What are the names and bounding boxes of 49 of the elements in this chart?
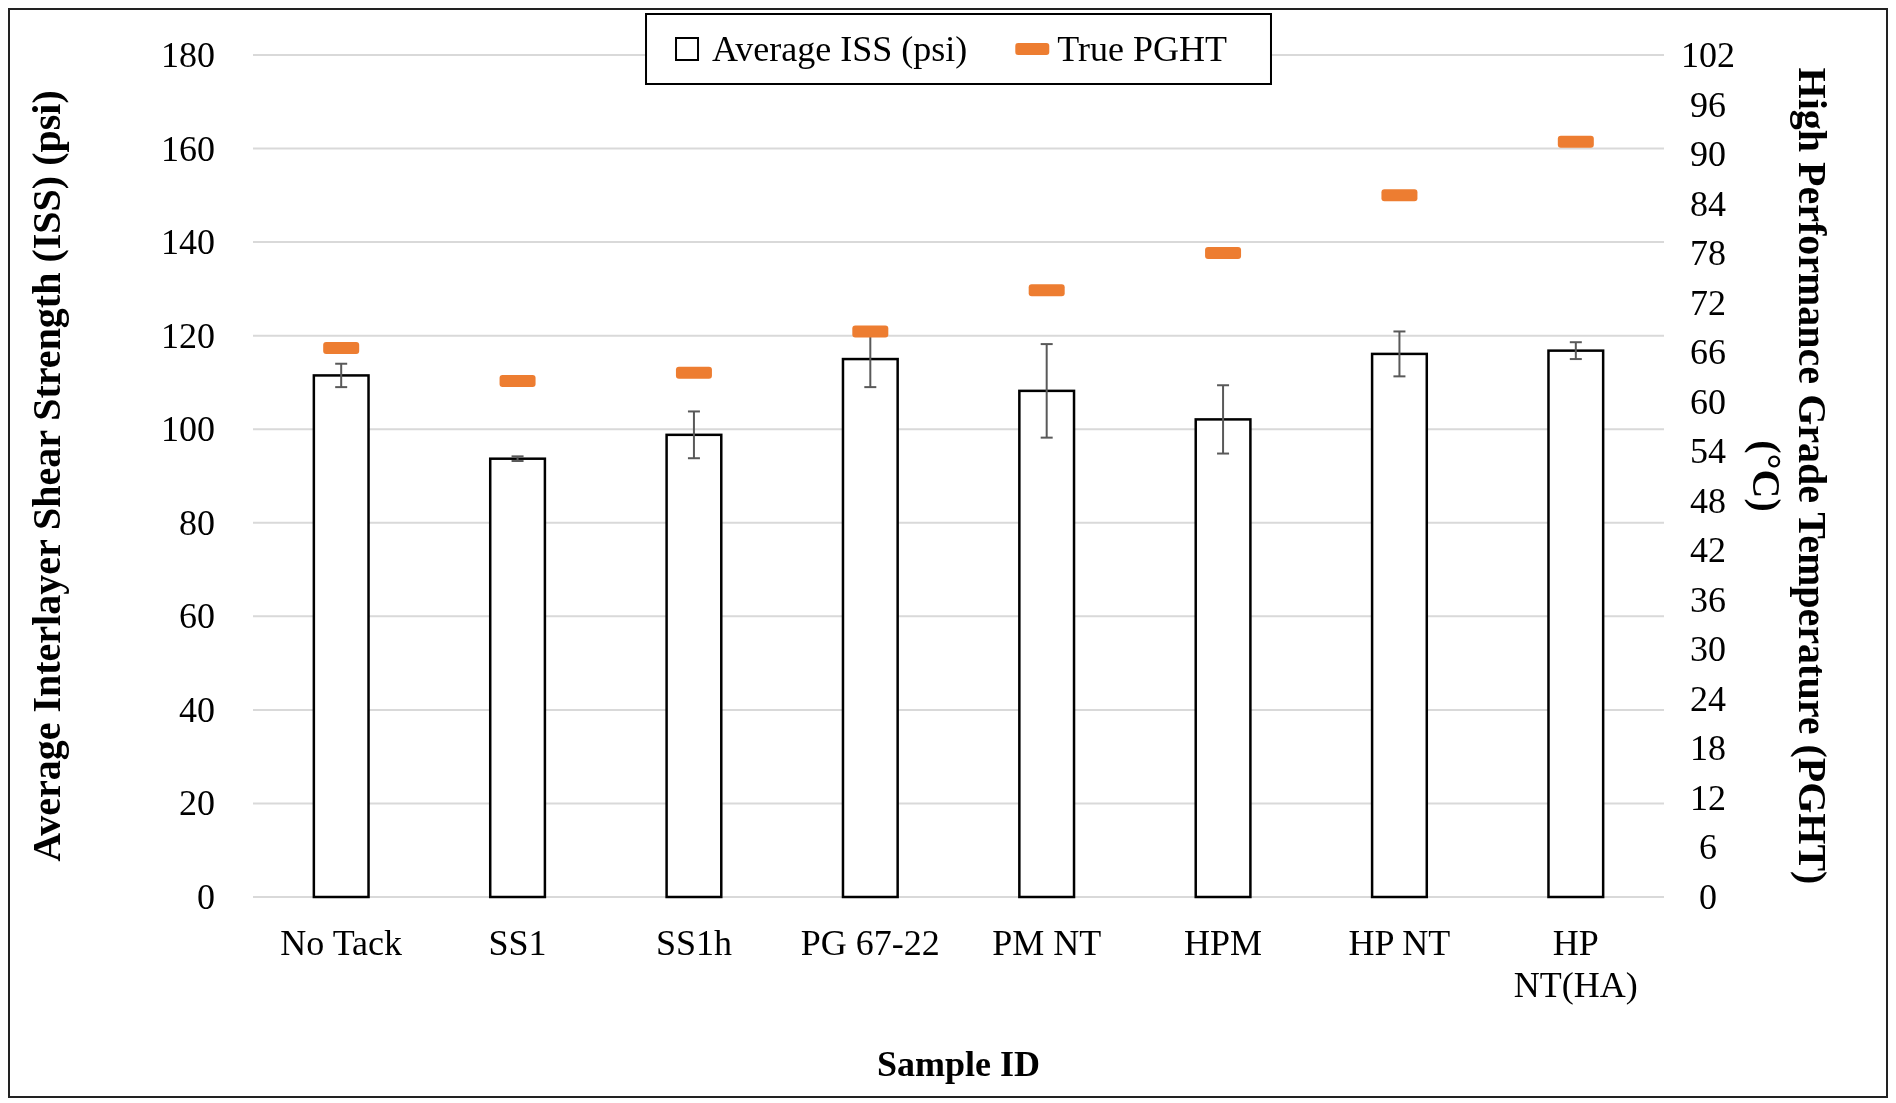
y2-tick-label: 66 xyxy=(1690,332,1726,373)
y2-tick-label: 78 xyxy=(1690,233,1726,274)
bar xyxy=(488,457,547,899)
bar xyxy=(1018,389,1076,899)
x-tick-label: HPM xyxy=(1184,923,1263,963)
y2-tick-label: 102 xyxy=(1681,35,1735,75)
bar xyxy=(665,433,723,899)
y-tick-label: 40 xyxy=(179,689,215,730)
y-tick-label: 0 xyxy=(197,877,215,917)
y2-tick-label: 96 xyxy=(1690,84,1726,125)
y2-tick-label: 48 xyxy=(1690,480,1726,521)
y2-axis-title: High Performance Grade Temperature (PGHT) (°C) xyxy=(1744,67,1835,885)
y-tick-label: 120 xyxy=(161,315,215,356)
y-tick-label: 100 xyxy=(161,409,215,450)
x-tick-label: HP NT xyxy=(1348,923,1451,963)
legend-label: Average ISS (psi) xyxy=(712,29,968,69)
y2-tick-label: 0 xyxy=(1699,877,1717,917)
y2-tick-label: 24 xyxy=(1690,678,1726,719)
y2-tick-label: 54 xyxy=(1690,431,1726,472)
bar xyxy=(1194,418,1252,899)
x-axis-title: Sample ID xyxy=(876,1044,1041,1084)
bar xyxy=(1547,349,1605,899)
x-tick-label: SS1h xyxy=(655,923,732,963)
legend-label: True PGHT xyxy=(1057,29,1227,69)
y2-tick-label: 18 xyxy=(1690,728,1726,769)
y-tick-label: 80 xyxy=(179,502,215,543)
bar xyxy=(1370,352,1429,899)
x-tick-label: PG 67-22 xyxy=(800,923,940,963)
y-axis-title: Average Interlayer Shear Strength (ISS) (psi) xyxy=(24,90,69,862)
y2-tick-label: 42 xyxy=(1690,530,1726,571)
y2-tick-label: 72 xyxy=(1690,282,1726,323)
y-tick-label: 20 xyxy=(179,783,215,824)
y2-tick-label: 30 xyxy=(1690,629,1726,670)
bar xyxy=(841,357,899,899)
y2-tick-label: 36 xyxy=(1690,579,1726,620)
y2-tick-label: 6 xyxy=(1699,827,1717,868)
x-tick-label: PM NT xyxy=(992,923,1102,963)
y2-tick-label: 90 xyxy=(1690,134,1726,175)
x-tick-label: HP NT(HA) xyxy=(1513,923,1638,1005)
y2-tick-label: 84 xyxy=(1690,183,1726,224)
y-tick-label: 180 xyxy=(161,35,215,75)
y2-tick-label: 12 xyxy=(1690,777,1726,818)
bar xyxy=(312,374,370,899)
y-tick-label: 140 xyxy=(161,222,215,263)
y-tick-label: 60 xyxy=(179,596,215,637)
y2-tick-label: 60 xyxy=(1690,381,1726,422)
y-tick-label: 160 xyxy=(161,128,215,169)
x-tick-label: SS1 xyxy=(488,923,547,963)
x-tick-label: No Tack xyxy=(280,923,403,963)
